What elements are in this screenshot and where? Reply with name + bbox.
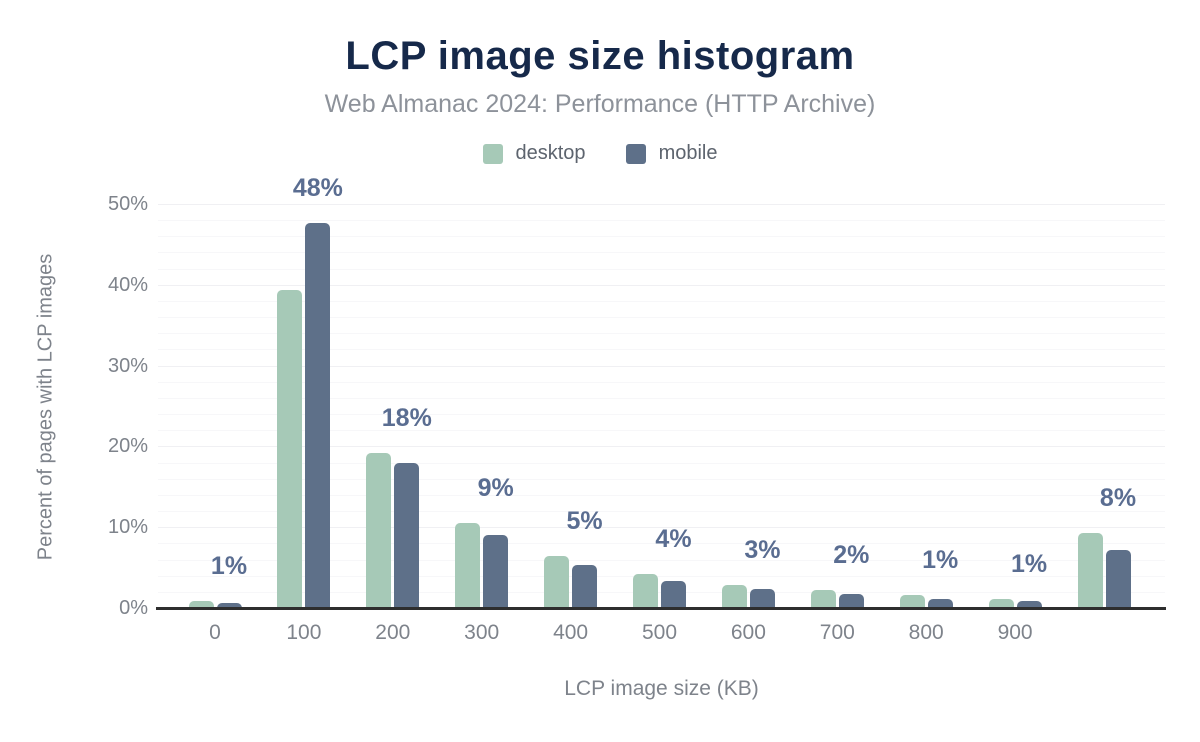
y-tick-label-20pct: 20%	[107, 435, 148, 458]
bar-mobile-600	[749, 588, 775, 609]
y-tick-label-30pct: 30%	[107, 354, 148, 377]
bar-desktop-900	[988, 599, 1014, 609]
legend-item-mobile: mobile	[625, 142, 718, 165]
bar-value-label-500: 4%	[655, 525, 692, 554]
bar-desktop-400	[544, 556, 570, 609]
gridline-8	[158, 543, 1165, 545]
bar-value-label-300: 9%	[477, 473, 514, 502]
gridline-22	[158, 430, 1165, 432]
x-tick-label-200: 200	[375, 621, 411, 644]
x-tick-label-700: 700	[819, 621, 855, 644]
bar-group-700: 2%	[793, 205, 881, 609]
y-axis-ticks: 0% 10% 20% 30% 40% 50%	[0, 193, 148, 619]
bar-mobile-800	[927, 598, 953, 609]
x-tick-label-800: 800	[908, 621, 944, 644]
x-tick-label-500: 500	[641, 621, 678, 644]
bar-value-label-last: 8%	[1099, 484, 1137, 513]
gridline-30	[158, 365, 1165, 367]
gridline-26	[158, 397, 1165, 399]
gridline-18	[158, 462, 1165, 464]
bar-desktop-700	[810, 590, 836, 609]
bar-mobile-700	[838, 594, 864, 609]
chart-title: LCP image size histogram	[345, 34, 855, 78]
bar-value-label-600: 3%	[744, 535, 781, 564]
bar-value-label-200: 18%	[381, 404, 432, 433]
gridline-4	[158, 575, 1165, 577]
x-tick-label-900: 900	[997, 621, 1033, 644]
bar-desktop-0	[188, 600, 214, 609]
x-tick-label-400: 400	[553, 621, 589, 644]
gridline-38	[158, 300, 1165, 302]
gridline-12	[158, 511, 1165, 513]
gridline-44	[158, 252, 1165, 254]
legend-label-desktop: desktop	[515, 142, 586, 164]
y-tick-label-0pct: 0%	[119, 597, 148, 619]
bar-mobile-500	[661, 580, 686, 609]
bar-value-label-900: 1%	[1011, 550, 1048, 579]
legend-label-mobile: mobile	[658, 142, 718, 164]
bar-group-800: 1%	[882, 205, 970, 609]
y-tick-label-40pct: 40%	[107, 273, 148, 296]
bar-value-label-100: 48%	[292, 173, 343, 202]
bar-desktop-500	[633, 574, 658, 609]
bar-group-500: 4%	[616, 205, 704, 609]
bar-mobile-200	[394, 462, 420, 609]
y-tick-label-10pct: 10%	[107, 516, 148, 539]
gridline-32	[158, 349, 1165, 351]
chart-subtitle: Web Almanac 2024: Performance (HTTP Arch…	[324, 90, 876, 118]
bar-mobile-300	[483, 534, 509, 609]
gridline-20	[158, 446, 1165, 448]
gridline-42	[158, 268, 1165, 270]
gridline-48	[158, 220, 1165, 222]
gridline-6	[158, 559, 1165, 561]
gridline-34	[158, 333, 1165, 335]
x-axis-ticks: 0 100 200 300 400 500 600 700 800 900	[158, 621, 1165, 649]
desktop-swatch-icon	[482, 143, 503, 164]
gridline-50	[158, 204, 1165, 205]
gridline-36	[158, 317, 1165, 319]
mobile-swatch-icon	[625, 143, 646, 164]
gridline-10	[158, 527, 1165, 529]
bar-desktop-100	[277, 289, 303, 609]
gridline-40	[158, 284, 1165, 286]
x-axis-title: LCP image size (KB)	[564, 677, 759, 700]
bar-desktop-300	[455, 522, 481, 609]
bar-value-label-800: 1%	[922, 546, 959, 575]
bar-desktop-800	[899, 595, 925, 609]
gridline-28	[158, 381, 1165, 383]
x-tick-label-600: 600	[730, 621, 766, 644]
gridline-16	[158, 478, 1165, 480]
bar-value-label-700: 2%	[833, 541, 870, 570]
bar-group-600: 3%	[704, 205, 792, 609]
bar-mobile-100	[305, 222, 331, 609]
gridline-46	[158, 236, 1165, 238]
bar-group-last: 8%	[1060, 205, 1148, 609]
bar-value-label-400: 5%	[566, 507, 603, 536]
bar-group-400: 5%	[527, 205, 615, 609]
bar-group-900: 1%	[971, 205, 1059, 609]
bar-desktop-last	[1077, 533, 1103, 609]
gridline-24	[158, 414, 1165, 416]
x-tick-label-100: 100	[286, 621, 322, 644]
plot-area: 1% 48% 18% 9% 5% 4% 3% 2% 1% 1% 8%	[158, 174, 1165, 609]
bar-mobile-0	[216, 602, 242, 609]
bar-mobile-last	[1105, 550, 1131, 609]
bar-group-0: 1%	[171, 205, 259, 609]
bar-group-200: 18%	[349, 205, 437, 609]
x-axis-line	[156, 607, 1166, 610]
bar-mobile-900	[1016, 600, 1042, 609]
bar-group-300: 9%	[438, 205, 526, 609]
legend-item-desktop: desktop	[482, 142, 586, 165]
legend: desktop mobile	[0, 142, 1200, 165]
x-tick-label-300: 300	[464, 621, 500, 644]
bar-mobile-400	[572, 565, 598, 609]
bar-desktop-600	[721, 584, 747, 609]
x-tick-label-0: 0	[209, 621, 221, 644]
y-tick-label-50pct: 50%	[107, 193, 148, 215]
bar-group-100: 48%	[260, 174, 348, 609]
gridline-14	[158, 494, 1165, 496]
bar-desktop-200	[366, 453, 392, 609]
bar-value-label-0: 1%	[210, 551, 248, 580]
